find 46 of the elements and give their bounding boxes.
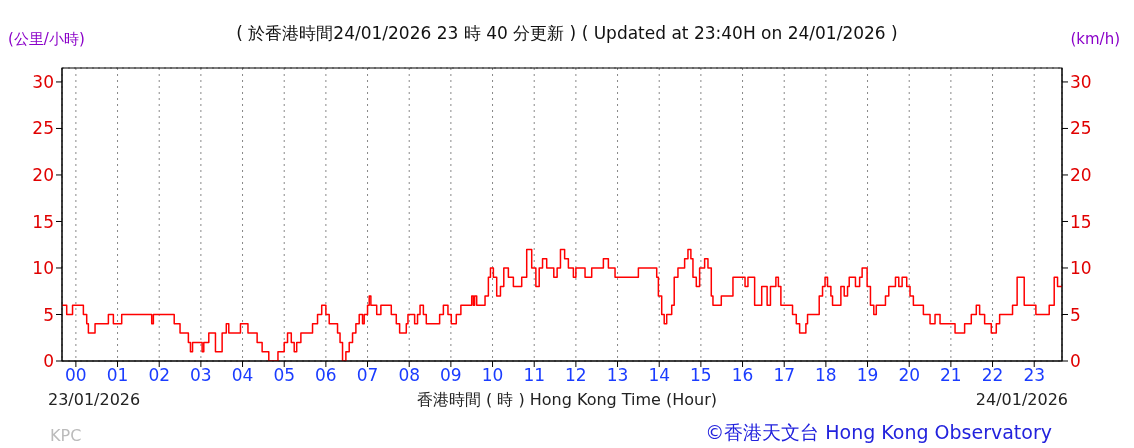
x-tick-label: 01 [106,365,129,386]
x-tick-label: 22 [981,365,1004,386]
x-tick-label: 12 [565,365,587,386]
x-tick-label: 18 [815,365,837,386]
y-tick-label: 0 [43,351,54,372]
x-tick-label: 04 [231,365,254,386]
y2-tick-label: 10 [1070,258,1092,279]
y-tick-label: 30 [32,71,54,92]
y2-tick-label: 5 [1070,304,1081,325]
y-tick-label: 5 [43,304,54,325]
y-tick-label: 25 [32,118,54,139]
y2-tick-label: 0 [1070,351,1081,372]
y-axis-title: (公里/小時) [8,30,85,49]
x-tick-label: 11 [523,365,546,386]
x-tick-label: 20 [898,365,921,386]
x-tick-label: 21 [940,365,962,386]
x-tick-label: 00 [65,365,87,386]
y2-tick-label: 30 [1070,71,1092,92]
x-tick-label: 17 [773,365,796,386]
x-tick-label: 03 [190,365,212,386]
text: ©香港天文台 Hong Kong Observatory [705,420,1052,445]
y-tick-label: 10 [32,258,54,279]
x-tick-label: 07 [356,365,379,386]
x-tick-label: 23 [1023,365,1046,386]
x-tick-label: 16 [731,365,754,386]
y-tick-label: 20 [32,165,54,185]
text: KPC [50,426,82,445]
x-tick-label: 14 [648,365,671,386]
x-axis-title: 香港時間 ( 時 ) Hong Kong Time (Hour) [416,390,718,409]
x-tick-label: 06 [315,365,337,386]
text: 24/01/2026 [975,390,1068,409]
y2-tick-label: 15 [1070,211,1092,232]
x-tick-label: 02 [148,365,171,386]
y2-axis-title: (km/h) [1070,30,1120,48]
x-tick-label: 15 [690,365,712,386]
y2-tick-label: 20 [1070,165,1092,185]
x-tick-label: 10 [481,365,504,386]
x-tick-label: 05 [273,365,296,386]
x-tick-label: 09 [440,365,462,386]
chart-title: ( 於香港時間24/01/2026 23 時 40 分更新 ) ( Updated at 23:40H on 24/01/2026 ) [236,23,898,43]
x-tick-label: 19 [856,365,879,386]
x-tick-label: 08 [398,365,421,386]
y2-tick-label: 25 [1070,118,1092,139]
x-tick-label: 13 [606,365,629,386]
y-tick-label: 15 [32,211,54,232]
text: 23/01/2026 [48,390,141,409]
